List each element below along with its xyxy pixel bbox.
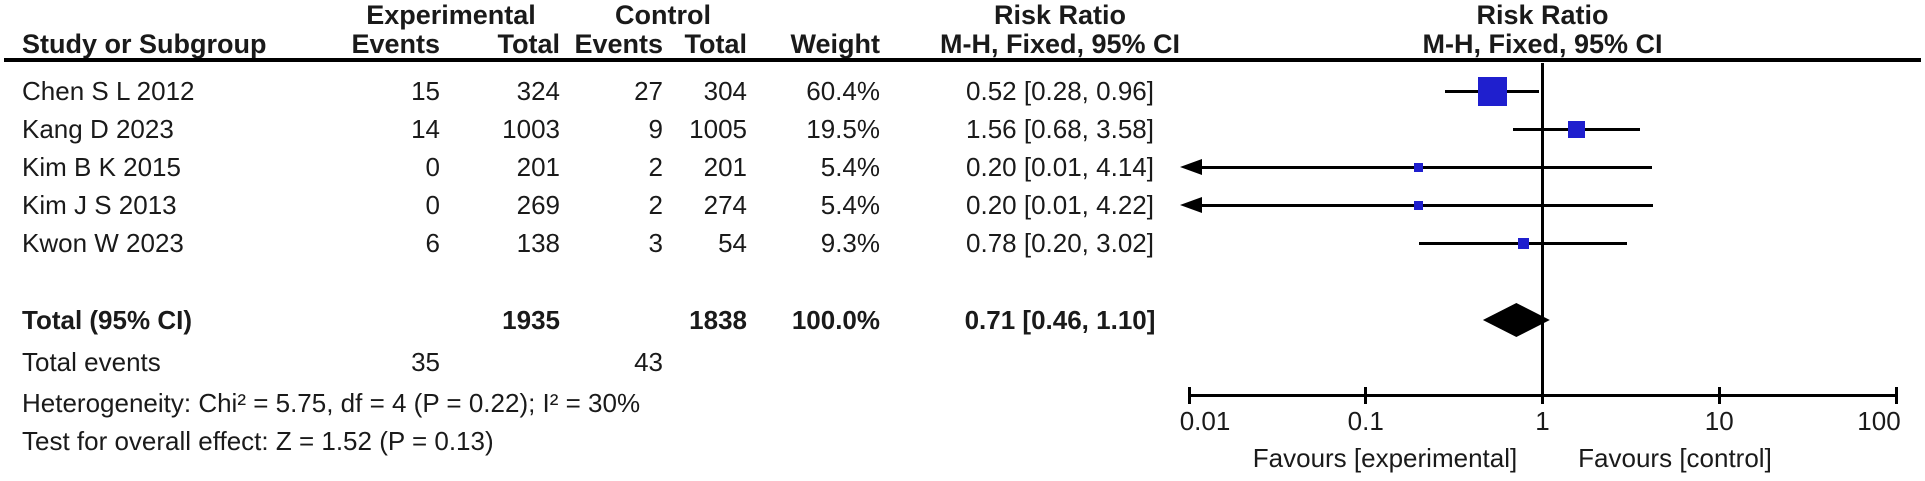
exp-total-value: 201 [516,152,560,182]
favours-experimental-label: Favours [experimental] [1252,443,1518,473]
effect-point-square [1517,237,1529,249]
col-header-weight: Weight [790,29,881,59]
exp-total-value: 324 [516,76,560,106]
total-row-label: Total (95% CI) [22,305,192,335]
study-label: Kim J S 2013 [22,190,177,220]
ctrl-total-value: 304 [703,76,747,106]
favours-control-label: Favours [control] [1578,443,1772,473]
x-axis-tick [1364,387,1368,404]
exp-events-value: 14 [411,114,440,144]
exp-events-value: 0 [425,190,440,220]
col-header-mh-left: M-H, Fixed, 95% CI [939,29,1181,59]
total-events-exp-value: 35 [411,347,440,377]
ctrl-events-value: 2 [648,190,663,220]
ctrl-events-value: 27 [634,76,663,106]
header-divider-line [4,58,1921,62]
off-scale-left-arrow-icon [1180,197,1202,213]
total-exp-total-value: 1935 [502,305,560,335]
col-header-mh-right: M-H, Fixed, 95% CI [1422,29,1663,59]
reference-line-rr1 [1541,63,1544,397]
col-header-exp-events: Events [351,29,440,59]
effect-point-square [1414,162,1424,172]
ctrl-total-value: 54 [718,228,747,258]
study-label: Kim B K 2015 [22,152,181,182]
weight-value: 9.3% [820,228,880,258]
col-header-ctrl-total: Total [684,29,748,59]
group-header-experimental: Experimental [366,0,536,30]
x-axis-tick [1541,387,1544,404]
x-axis-tick-label: 1 [1535,406,1550,436]
group-header-control: Control [615,0,711,30]
col-header-exp-total: Total [497,29,561,59]
study-label: Kwon W 2023 [22,228,184,258]
study-label: Kang D 2023 [22,114,174,144]
x-axis-tick-label: 0.1 [1347,406,1384,436]
ci-text-value: 1.56 [0.68, 3.58] [966,114,1154,144]
weight-value: 60.4% [806,76,880,106]
x-axis-tick [1187,387,1191,404]
exp-total-value: 269 [516,190,560,220]
ci-interval-line [1198,203,1654,207]
exp-events-value: 0 [425,152,440,182]
ci-text-value: 0.20 [0.01, 4.14] [966,152,1154,182]
ctrl-total-value: 1005 [689,114,747,144]
group-header-risk-ratio-left: Risk Ratio [993,0,1127,30]
weight-value: 5.4% [820,190,880,220]
exp-total-value: 1003 [502,114,560,144]
x-axis-tick-label: 10 [1704,406,1734,436]
col-header-ctrl-events: Events [574,29,663,59]
ci-text-value: 0.52 [0.28, 0.96] [966,76,1154,106]
effect-point-square [1477,76,1507,106]
ctrl-total-value: 201 [703,152,747,182]
total-ctrl-total-value: 1838 [689,305,747,335]
ci-interval-line [1198,165,1652,169]
exp-events-value: 15 [411,76,440,106]
effect-point-square [1568,120,1586,138]
total-weight-value: 100.0% [791,305,880,335]
x-axis-tick-label: 100 [1857,406,1901,436]
ctrl-events-value: 3 [648,228,663,258]
x-axis-tick [1894,387,1898,404]
ctrl-events-value: 9 [648,114,663,144]
heterogeneity-text: Heterogeneity: Chi² = 5.75, df = 4 (P = … [22,388,641,418]
exp-total-value: 138 [516,228,560,258]
overall-effect-text: Test for overall effect: Z = 1.52 (P = 0… [22,426,494,456]
x-axis-tick [1717,387,1721,404]
total-events-label: Total events [22,347,161,377]
x-axis-tick-label: 0.01 [1179,406,1231,436]
effect-point-square [1414,200,1424,210]
group-header-risk-ratio-right: Risk Ratio [1476,0,1609,30]
pooled-effect-diamond [1482,303,1550,337]
ci-text-value: 0.78 [0.20, 3.02] [966,228,1154,258]
ctrl-total-value: 274 [703,190,747,220]
weight-value: 19.5% [806,114,880,144]
ci-text-value: 0.20 [0.01, 4.22] [966,190,1154,220]
total-ci-text-value: 0.71 [0.46, 1.10] [964,305,1156,335]
exp-events-value: 6 [425,228,440,258]
total-events-ctrl-value: 43 [634,347,663,377]
ctrl-events-value: 2 [648,152,663,182]
col-header-study: Study or Subgroup [22,29,267,59]
weight-value: 5.4% [820,152,880,182]
study-label: Chen S L 2012 [22,76,195,106]
off-scale-left-arrow-icon [1180,159,1202,175]
